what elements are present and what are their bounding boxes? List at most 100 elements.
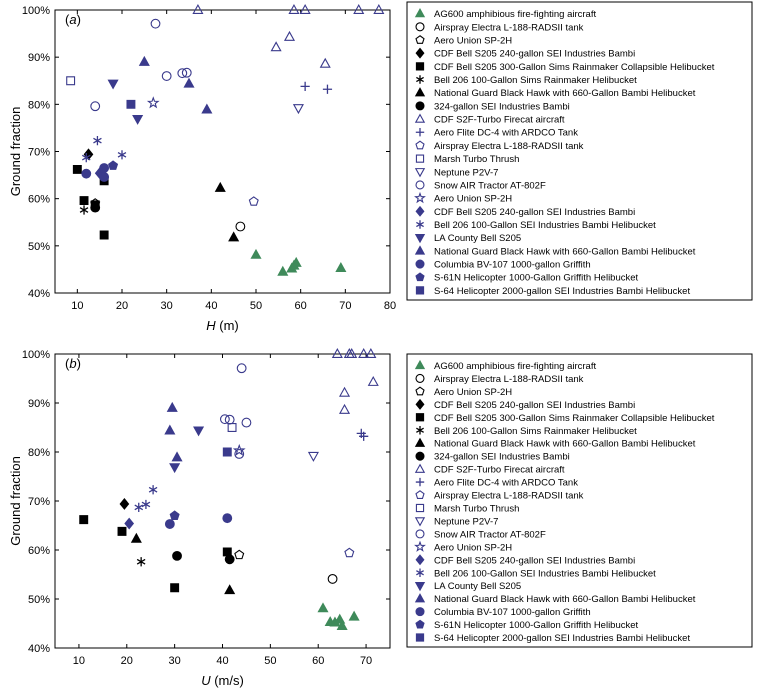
legend-marker — [416, 426, 424, 435]
legend-entry: CDF Bell S205 300-Gallon Sims Rainmaker … — [415, 62, 715, 73]
x-tick-label: 60 — [295, 300, 307, 312]
data-point — [234, 549, 245, 560]
data-point — [339, 386, 351, 397]
data-point — [348, 610, 360, 621]
legend-marker — [415, 154, 425, 163]
data-point — [339, 403, 351, 414]
legend-entry: AG600 amphibious fire-fighting aircraft — [414, 359, 596, 372]
data-point — [124, 517, 135, 530]
legend-entry: CDF Bell S205 240-gallon SEI Industries … — [415, 47, 635, 60]
legend-entry: Airspray Electra L-188-RADSII tank — [415, 140, 584, 152]
legend-label: National Guard Black Hawk with 660-Gallo… — [434, 88, 696, 99]
legend-entry: 324-gallon SEI Industries Bambi — [415, 451, 570, 463]
legend-marker — [415, 413, 425, 422]
legend-marker — [415, 47, 425, 59]
y-axis-label: Ground fraction — [8, 456, 23, 546]
legend-label: Bell 206 100-Gallon SEI Industries Bambi… — [434, 220, 656, 231]
legend-label: LA County Bell S205 — [434, 233, 521, 244]
legend-label: Airspray Electra L-188-RADSII tank — [434, 141, 584, 152]
legend-entry: Bell 206 100-Gallon Sims Rainmaker Helib… — [416, 426, 637, 437]
data-point — [66, 76, 76, 86]
x-tick-label: 70 — [360, 655, 372, 667]
legend-entry: Airspray Electra L-188-RADSII tank — [415, 373, 584, 385]
legend-label: Airspray Electra L-188-RADSII tank — [434, 491, 584, 502]
legend-marker — [414, 168, 426, 178]
data-point — [224, 414, 235, 425]
data-point — [322, 84, 333, 94]
data-point — [290, 256, 302, 267]
x-tick-label: 20 — [121, 655, 133, 667]
legend-entry: Snow AIR Tractor AT-802F — [415, 180, 546, 191]
legend-marker — [416, 75, 424, 84]
legend-label: CDF Bell S205 240-gallon SEI Industries … — [434, 400, 635, 411]
x-tick-label: 10 — [71, 300, 83, 312]
legend-marker — [415, 373, 425, 383]
legend-entry: Airspray Electra L-188-RADSII tank — [415, 22, 584, 33]
legend-entry: Snow AIR Tractor AT-802F — [415, 529, 546, 540]
data-point — [236, 363, 247, 374]
legend-label: Marsh Turbo Thrush — [434, 503, 519, 514]
legend-entry: Aero Union SP-2H — [415, 35, 512, 46]
data-point — [138, 55, 150, 66]
data-point — [161, 71, 172, 81]
data-point — [219, 414, 230, 425]
legend-label: Neptune P2V-7 — [434, 516, 498, 527]
data-point — [250, 248, 262, 259]
legend-label: Bell 206 100-Gallon Sims Rainmaker Helib… — [434, 75, 637, 86]
legend-label: Neptune P2V-7 — [434, 167, 498, 178]
legend-entry: Aero Flite DC-4 with ARDCO Tank — [415, 128, 578, 139]
data-point — [346, 348, 358, 358]
legend-entry: CDF S2F-Turbo Firecat aircraft — [414, 113, 565, 126]
legend-label: Columbia BV-107 1000-gallon Griffith — [434, 260, 591, 271]
legend-label: CDF Bell S205 300-Gallon Sims Rainmaker … — [434, 413, 715, 424]
data-point — [81, 153, 91, 163]
legend-marker — [415, 398, 425, 410]
legend-marker — [415, 272, 425, 282]
legend-marker — [415, 503, 425, 513]
data-point — [214, 181, 226, 192]
x-tick-label: 50 — [264, 655, 276, 667]
legend-marker — [415, 35, 425, 44]
data-point — [335, 262, 347, 273]
legend-label: National Guard Black Hawk with 660-Gallo… — [434, 246, 696, 257]
data-point — [227, 423, 237, 432]
legend-entry: CDF Bell S205 240-gallon SEI Industries … — [415, 398, 635, 411]
data-point — [134, 502, 144, 512]
legend-marker — [414, 87, 426, 97]
data-point — [136, 557, 146, 567]
legend-label: Aero Flite DC-4 with ARDCO Tank — [434, 478, 578, 489]
legend-marker — [415, 101, 425, 111]
data-point — [164, 424, 176, 435]
legend-marker — [414, 463, 426, 473]
legend-label: 324-gallon SEI Industries Bambi — [434, 452, 570, 463]
y-tick-label: 80% — [28, 99, 50, 111]
data-point — [193, 426, 205, 437]
data-point — [319, 57, 331, 68]
y-tick-label: 70% — [28, 147, 50, 159]
data-point — [317, 602, 329, 613]
data-point — [224, 584, 236, 595]
y-tick-label: 90% — [28, 398, 50, 410]
x-tick-label: 30 — [169, 655, 181, 667]
legend-label: Aero Union SP-2H — [434, 542, 512, 553]
legend-entry: National Guard Black Hawk with 660-Gallo… — [414, 593, 696, 605]
legend-marker — [415, 633, 425, 642]
data-point — [228, 231, 240, 242]
legend-label: Columbia BV-107 1000-gallon Griffith — [434, 607, 591, 618]
data-point — [288, 4, 300, 14]
legend-marker — [415, 529, 425, 539]
legend-entry: CDF Bell S205 240-gallon SEI Industries … — [415, 205, 635, 218]
x-axis-label: H (m) — [206, 318, 239, 333]
data-point — [299, 4, 311, 14]
legend-marker — [415, 62, 425, 71]
y-tick-label: 40% — [28, 643, 50, 655]
legend-marker — [414, 233, 426, 244]
data-point — [365, 348, 377, 358]
legend-entry: S-61N Helicopter 1000-Gallon Griffith He… — [415, 619, 639, 631]
legend-label: CDF Bell S205 240-gallon SEI Industries … — [434, 555, 635, 566]
legend-entry: National Guard Black Hawk with 660-Gallo… — [414, 87, 696, 99]
x-tick-label: 30 — [161, 300, 173, 312]
legend: AG600 amphibious fire-fighting aircraft A… — [406, 1, 753, 301]
data-point — [108, 160, 119, 170]
y-tick-label: 50% — [28, 241, 50, 253]
